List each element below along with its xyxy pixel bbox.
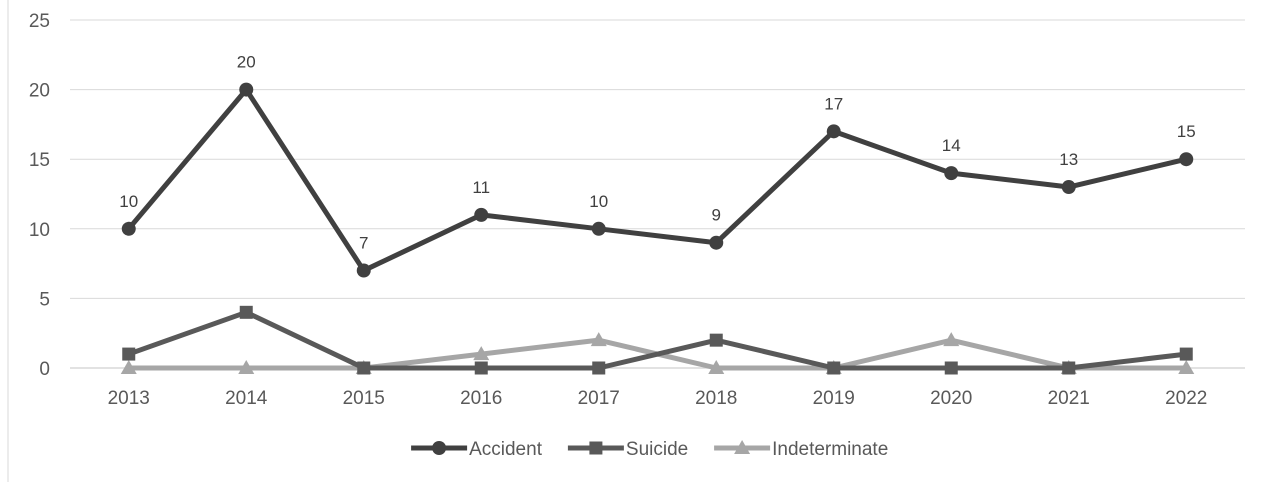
point-suicide <box>239 305 253 319</box>
x-tick-label: 2016 <box>460 388 502 409</box>
data-label: 15 <box>1177 122 1196 141</box>
legend-marker <box>734 440 751 454</box>
x-tick-label: 2015 <box>343 388 385 409</box>
x-tick-label: 2019 <box>813 388 855 409</box>
data-label: 17 <box>824 94 843 113</box>
point-suicide <box>122 347 136 361</box>
x-tick-label: 2013 <box>108 388 150 409</box>
point-indeterminate <box>120 360 137 374</box>
data-label: 11 <box>472 178 490 197</box>
y-axis: 0 5 10 15 20 25 <box>29 11 50 380</box>
x-tick-label: 2017 <box>578 388 620 409</box>
point-accident <box>121 221 136 236</box>
point-indeterminate <box>943 332 960 347</box>
legend-label: Indeterminate <box>772 439 888 460</box>
y-tick-label: 10 <box>29 220 50 241</box>
legend-item-accident: Accident <box>411 439 543 460</box>
series-line-accident <box>126 87 1189 274</box>
data-labels: 10 20 7 11 10 9 17 14 13 15 <box>119 53 1195 253</box>
point-suicide <box>1179 347 1193 361</box>
point-indeterminate <box>1178 360 1195 374</box>
legend-label: Accident <box>469 439 543 460</box>
x-tick-label: 2018 <box>695 388 737 409</box>
gridlines <box>70 19 1245 299</box>
point-indeterminate <box>238 360 255 374</box>
legend-marker <box>432 441 447 455</box>
y-tick-label: 25 <box>29 11 50 32</box>
series-line-suicide <box>126 309 1189 371</box>
point-accident <box>474 207 489 222</box>
legend-marker <box>589 441 603 455</box>
data-label: 20 <box>237 53 256 72</box>
point-accident <box>356 263 371 278</box>
y-tick-label: 5 <box>39 289 50 310</box>
data-label: 14 <box>942 136 961 155</box>
point-accident <box>1179 152 1194 167</box>
legend-item-indeterminate: Indeterminate <box>714 439 888 460</box>
data-label: 7 <box>359 234 368 253</box>
y-tick-label: 20 <box>29 81 50 102</box>
point-suicide <box>827 361 841 375</box>
y-tick-label: 15 <box>29 150 50 171</box>
series-group <box>120 82 1195 375</box>
point-indeterminate <box>708 360 725 374</box>
y-tick-label: 0 <box>39 359 50 380</box>
data-label: 9 <box>712 206 721 225</box>
point-accident <box>826 124 841 139</box>
point-suicide <box>592 361 606 375</box>
point-accident <box>944 166 959 181</box>
series-suicide <box>122 305 1193 375</box>
point-accident <box>239 82 254 97</box>
data-label: 10 <box>589 192 608 211</box>
x-tick-label: 2020 <box>930 388 972 409</box>
x-tick-label: 2021 <box>1048 388 1090 409</box>
x-tick-label: 2014 <box>225 388 268 409</box>
point-suicide <box>357 361 371 375</box>
point-indeterminate <box>590 332 607 347</box>
legend-item-suicide: Suicide <box>567 439 688 460</box>
data-label: 10 <box>119 192 138 211</box>
point-indeterminate <box>473 346 490 361</box>
x-tick-label: 2022 <box>1165 388 1207 409</box>
data-label: 13 <box>1059 150 1078 169</box>
legend: Accident Suicide Indeterminate <box>411 439 888 460</box>
legend-label: Suicide <box>626 439 688 460</box>
point-suicide <box>474 361 488 375</box>
point-suicide <box>1062 361 1076 375</box>
point-accident <box>1061 180 1076 195</box>
series-accident <box>121 82 1194 278</box>
point-accident <box>709 235 724 250</box>
point-suicide <box>944 361 958 375</box>
point-accident <box>591 221 606 236</box>
point-suicide <box>709 333 723 347</box>
